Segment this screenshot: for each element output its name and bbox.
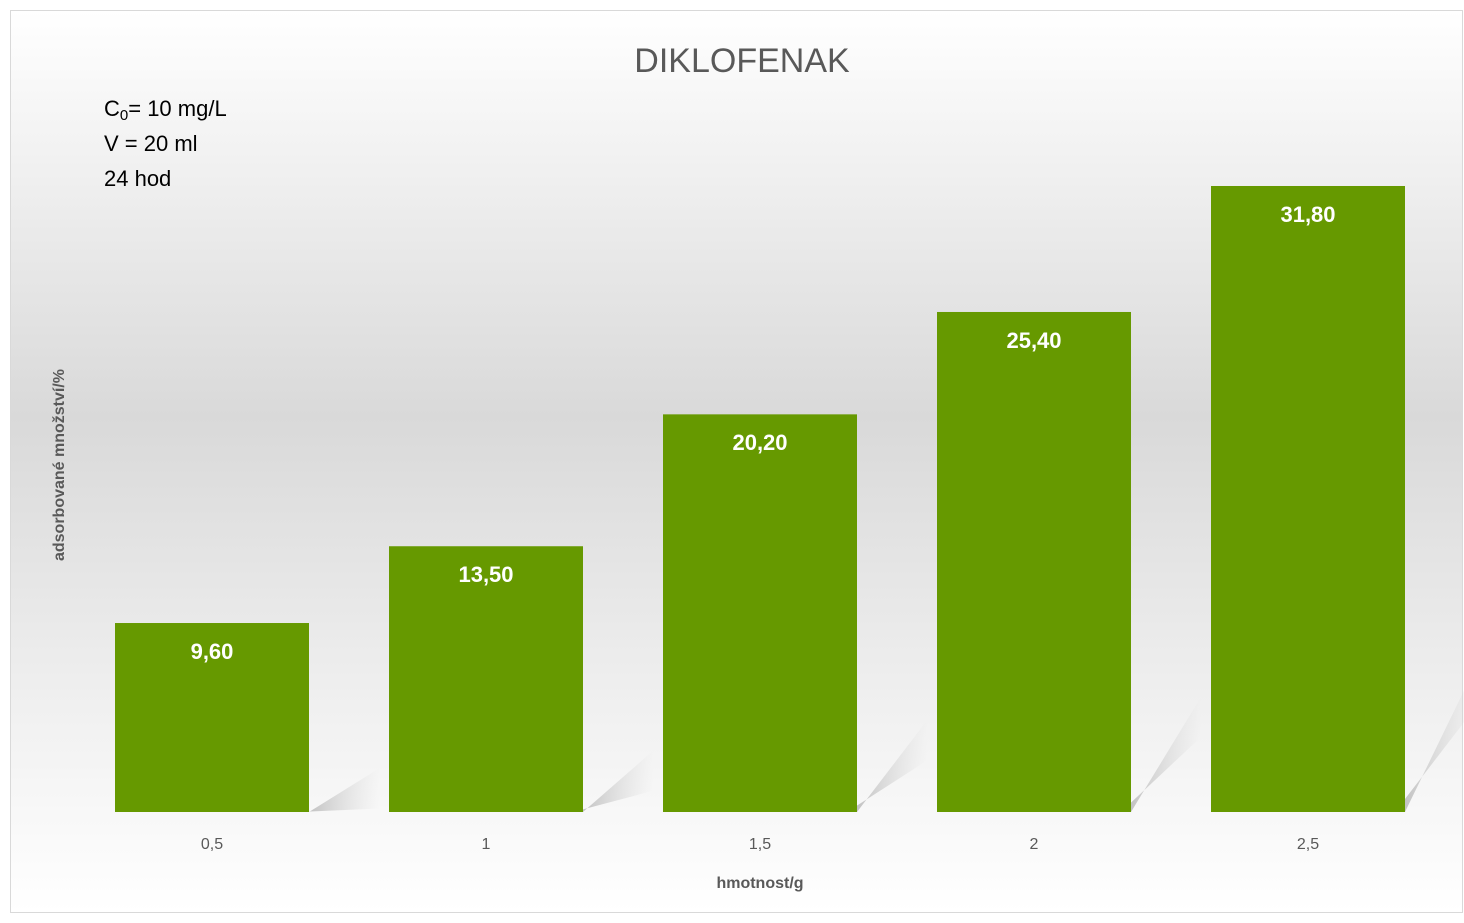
annotation-part: C xyxy=(104,96,120,121)
annotation: V = 20 ml xyxy=(104,131,198,156)
bar-shadow xyxy=(846,720,927,812)
bar xyxy=(937,311,1131,812)
bar xyxy=(1211,185,1405,813)
x-tick-label: 0,5 xyxy=(201,836,223,853)
bar-shadow xyxy=(298,768,379,812)
data-label: 9,60 xyxy=(191,639,234,664)
bar xyxy=(663,414,857,812)
shadows xyxy=(298,690,1464,812)
bar xyxy=(389,546,583,812)
bar xyxy=(115,623,309,812)
chart-title: DIKLOFENAK xyxy=(634,42,850,80)
x-tick-label: 1,5 xyxy=(749,836,771,853)
data-label: 25,40 xyxy=(1006,328,1061,353)
x-axis-title: hmotnost/g xyxy=(716,875,803,892)
annotation: 24 hod xyxy=(104,166,171,191)
data-label: 20,20 xyxy=(732,430,787,455)
x-tick-label: 1 xyxy=(482,836,491,853)
bar-shadow xyxy=(572,750,653,812)
x-tick-label: 2,5 xyxy=(1297,836,1319,853)
annotation-subscript: 0 xyxy=(120,107,128,124)
annotation: C0= 10 mg/L xyxy=(104,96,227,124)
y-axis-title: adsorbované množství/% xyxy=(51,369,68,561)
data-label: 13,50 xyxy=(458,562,513,587)
x-tick-label: 2 xyxy=(1030,836,1039,853)
annotation-part: = 10 mg/L xyxy=(128,96,226,121)
data-label: 31,80 xyxy=(1280,202,1335,227)
